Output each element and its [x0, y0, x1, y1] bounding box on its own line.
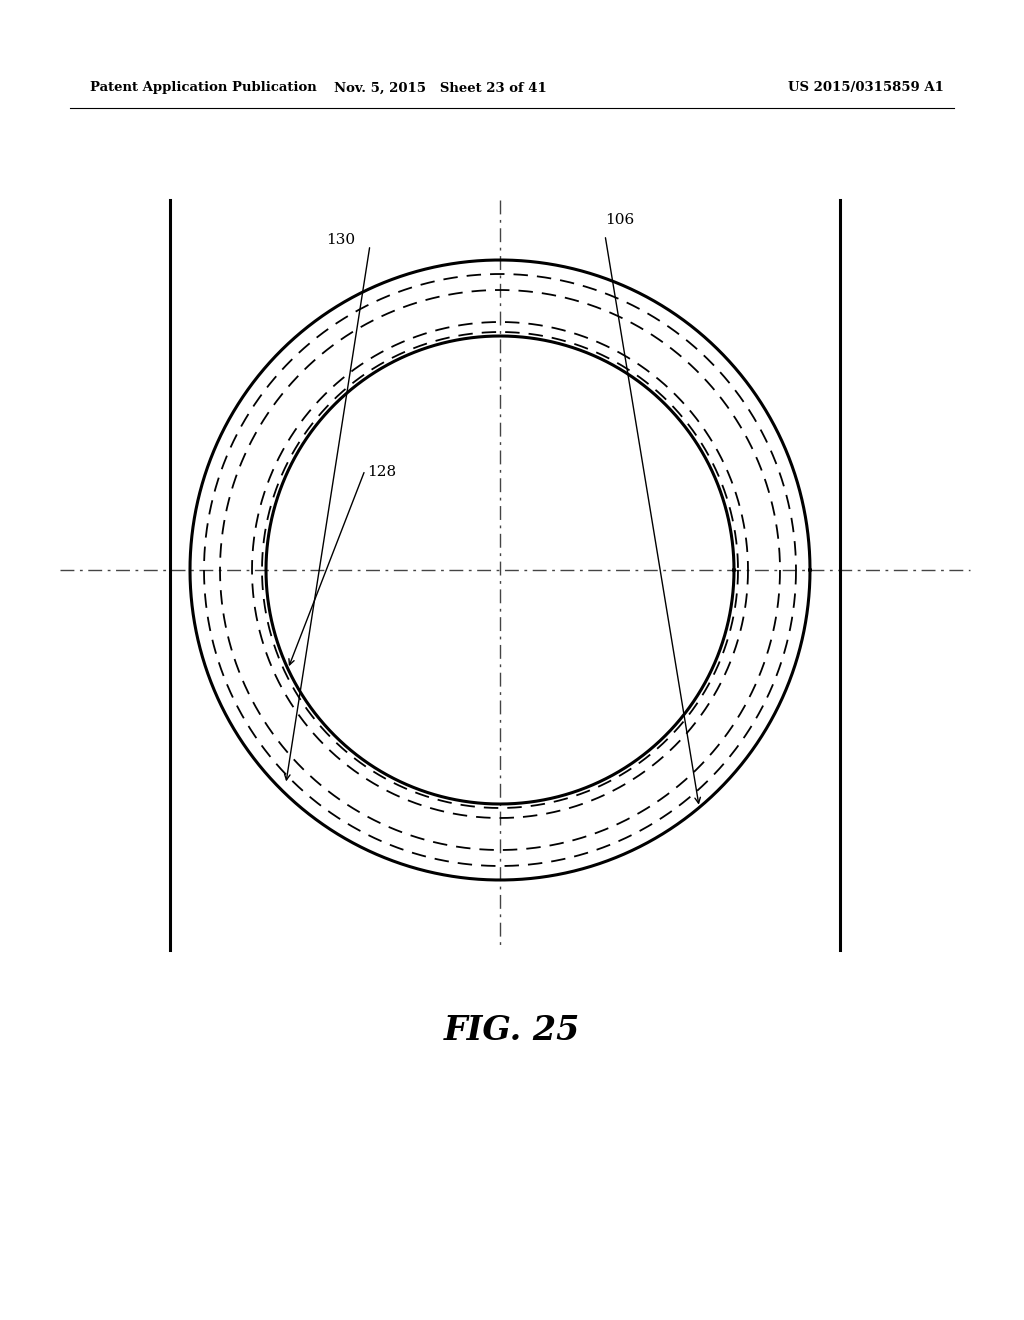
Text: Nov. 5, 2015   Sheet 23 of 41: Nov. 5, 2015 Sheet 23 of 41 [334, 82, 547, 95]
Text: FIG. 25: FIG. 25 [443, 1014, 581, 1047]
Text: 128: 128 [367, 465, 396, 479]
Text: US 2015/0315859 A1: US 2015/0315859 A1 [788, 82, 944, 95]
Text: Patent Application Publication: Patent Application Publication [90, 82, 316, 95]
Text: 106: 106 [605, 213, 635, 227]
Text: 130: 130 [326, 234, 355, 247]
